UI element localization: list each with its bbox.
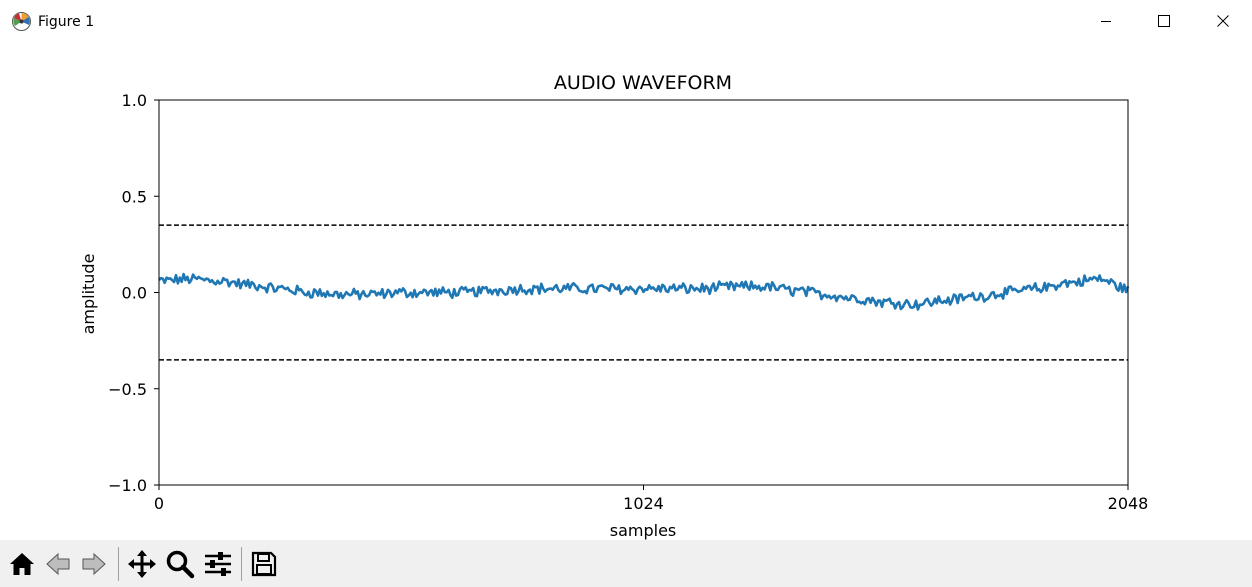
zoom-button[interactable]: [164, 546, 196, 582]
pan-button[interactable]: [126, 546, 158, 582]
home-button[interactable]: [6, 546, 38, 582]
close-button[interactable]: [1194, 0, 1252, 42]
x-tick-label: 1024: [623, 494, 664, 513]
y-tick-label: −0.5: [108, 380, 147, 399]
toolbar-separator: [118, 547, 119, 581]
home-icon: [8, 550, 36, 578]
forward-button[interactable]: [78, 546, 110, 582]
figure-canvas[interactable]: AUDIO WAVEFORM 0 1024 2048 1.0 0.5 0.0 −0.5 −1.…: [0, 42, 1252, 540]
axes: 0 1024 2048 1.0 0.5 0.0 −0.5 −1.0: [108, 91, 1148, 513]
configure-subplots-button[interactable]: [202, 546, 234, 582]
navigation-toolbar: [0, 540, 1252, 587]
title-bar[interactable]: Figure 1: [0, 0, 1252, 42]
back-button[interactable]: [42, 546, 74, 582]
maximize-button[interactable]: [1135, 0, 1193, 42]
back-arrow-icon: [44, 550, 72, 578]
toolbar-separator: [241, 547, 242, 581]
window-title: Figure 1: [38, 14, 95, 30]
x-axis-label: samples: [610, 521, 677, 540]
matplotlib-icon: [11, 11, 32, 32]
x-tick-label: 0: [154, 494, 164, 513]
minimize-button[interactable]: [1077, 0, 1135, 42]
waveform-chart: AUDIO WAVEFORM 0 1024 2048 1.0 0.5 0.0 −0.5 −1.…: [79, 72, 1148, 540]
close-icon: [1217, 15, 1229, 27]
y-axis-label: amplitude: [79, 254, 98, 335]
chart-title: AUDIO WAVEFORM: [554, 72, 732, 94]
x-tick-label: 2048: [1108, 494, 1149, 513]
move-icon: [127, 549, 157, 579]
y-tick-label: 0.0: [122, 284, 147, 303]
y-tick-label: 1.0: [122, 91, 147, 110]
save-button[interactable]: [248, 546, 280, 582]
waveform-line: [158, 272, 1130, 311]
sliders-icon: [203, 549, 233, 579]
y-tick-label: −1.0: [108, 476, 147, 495]
y-tick-label: 0.5: [122, 187, 147, 206]
maximize-icon: [1158, 15, 1170, 27]
floppy-disk-icon: [250, 550, 278, 578]
minimize-icon: [1100, 15, 1112, 27]
forward-arrow-icon: [80, 550, 108, 578]
magnifier-icon: [165, 549, 195, 579]
